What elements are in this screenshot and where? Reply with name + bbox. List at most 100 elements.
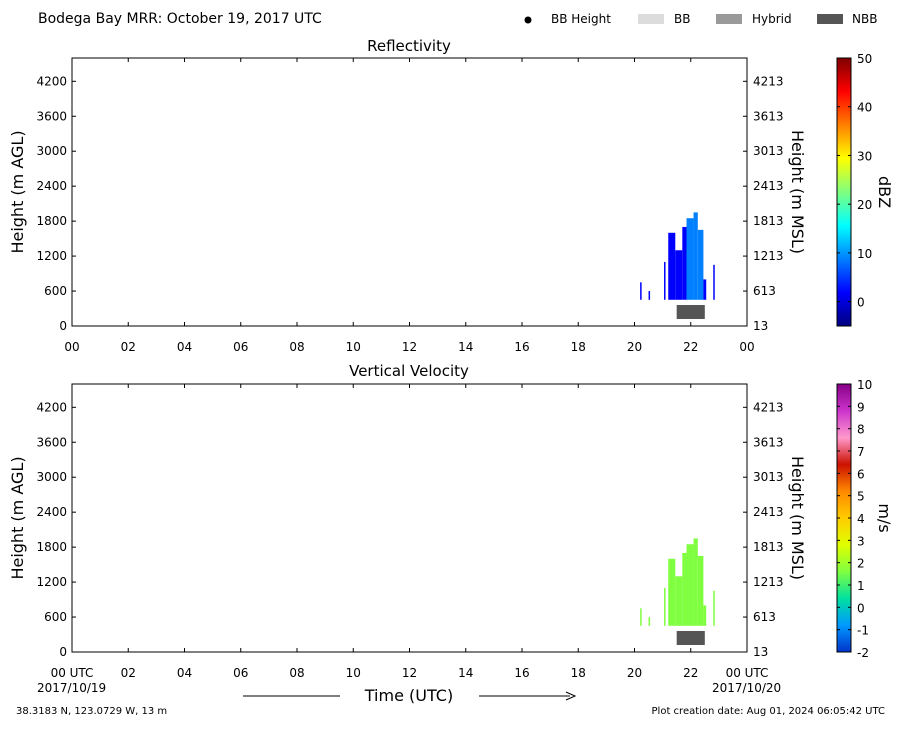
colorbar-tick-label: 3 [857,534,865,548]
colorbar-tick-label: 10 [857,378,872,392]
y2-tick-label: 2413 [753,179,784,193]
y2-tick-label: 613 [753,610,776,624]
colorbar-tick-label: -2 [857,646,869,660]
colorbar-tick-label: 2 [857,557,865,571]
y2-tick-label: 1213 [753,249,784,263]
y-tick-label: 1200 [36,575,67,589]
colorbar-tick-label: 10 [857,247,872,261]
y2-tick-label: 4213 [753,400,784,414]
y2-tick-label: 3613 [753,435,784,449]
echo-column [713,590,715,626]
colorbar-tick-label: 0 [857,601,865,615]
colorbar-tick-label: 30 [857,149,872,163]
nbb-legend-swatch [817,14,843,24]
x-tick-label: 16 [514,666,529,680]
x-tick-label: 08 [289,340,304,354]
x-tick-label: 16 [514,340,529,354]
vertical-velocity-y2label: Height (m MSL) [788,456,807,580]
x-tick-label: 20 [627,340,642,354]
vertical-velocity-echo-marks [640,538,715,626]
echo-column [693,212,698,300]
y2-tick-label: 1213 [753,575,784,589]
y2-tick-label: 1813 [753,540,784,554]
y2-tick-label: 613 [753,284,776,298]
echo-column [664,587,666,626]
colorbar-tick-label: 1 [857,579,865,593]
y2-tick-label: 2413 [753,505,784,519]
echo-column [703,279,707,300]
echo-column [675,576,683,626]
y2-tick-label: 3013 [753,144,784,158]
vertical-velocity-y-axis: 0 600 1200 1800 2400 3000 3600 4200 [36,400,76,659]
vertical-velocity-y2-axis: 13 613 1213 1813 2413 3013 3613 4213 [743,400,784,659]
y2-tick-label: 13 [753,645,768,659]
figure-title: Bodega Bay MRR: October 19, 2017 UTC [38,11,322,27]
echo-column [703,605,707,626]
reflectivity-echo-marks [640,212,715,300]
x-tick-label: 14 [458,666,473,680]
y-tick-label: 4200 [36,400,67,414]
time-axis-label: Time (UTC) [243,686,577,705]
y-tick-label: 3600 [36,435,67,449]
y2-tick-label: 1813 [753,214,784,228]
echo-column [686,218,694,300]
x-tick-label: 06 [233,666,248,680]
y-tick-label: 3000 [36,144,67,158]
echo-column [697,555,704,626]
x-tick-label: 12 [402,340,417,354]
reflectivity-ylabel: Height (m AGL) [8,130,27,253]
echo-column [668,558,676,626]
legend-label-bb: BB [674,12,690,26]
vertical-velocity-title: Vertical Velocity [349,362,469,380]
reflectivity-title: Reflectivity [367,37,451,55]
ms-colorbar-label: m/s [875,503,894,532]
colorbar-tick-label: 40 [857,101,872,115]
vertical-velocity-x-axis: 00 UTC 02 04 06 08 10 12 14 16 18 20 22 00 UTC [51,384,768,680]
hybrid-legend-swatch [716,14,742,24]
end-date: 2017/10/20 [712,681,781,695]
colorbar-tick-label: 7 [857,445,865,459]
reflectivity-bright-band-bars [676,305,705,319]
echo-column [693,538,698,626]
y-tick-label: 3600 [36,109,67,123]
vertical-velocity-bright-band-bars [676,631,705,645]
echo-column [697,229,704,300]
legend-label-hybrid: Hybrid [752,12,792,26]
y-tick-label: 1800 [36,540,67,554]
x-tick-label: 00 UTC [51,666,94,680]
reflectivity-panel: Reflectivity 00 02 04 06 08 10 12 14 16 18 20 22 00 … [8,37,894,354]
x-tick-label: 04 [177,340,192,354]
y-tick-label: 0 [59,645,67,659]
reflectivity-y2label: Height (m MSL) [788,130,807,254]
x-tick-label: 08 [289,666,304,680]
x-tick-label: 04 [177,666,192,680]
legend-label-bb-height: BB Height [551,12,611,26]
y-tick-label: 4200 [36,74,67,88]
echo-column [668,232,676,300]
dbz-colorbar-ticks: 0 10 20 30 40 50 [837,52,872,310]
y-tick-label: 2400 [36,505,67,519]
plot-creation-date: Plot creation date: Aug 01, 2024 06:05:4… [652,706,885,717]
colorbar-tick-label: 0 [857,296,865,310]
x-tick-label: 00 [64,340,79,354]
dbz-colorbar-label: dBZ [875,176,894,208]
bright-band-bar [676,631,705,645]
x-tick-label: 00 [739,340,754,354]
y-tick-label: 0 [59,319,67,333]
x-tick-label: 12 [402,666,417,680]
time-axis-title: Time (UTC) [364,686,453,705]
reflectivity-y2-axis: 13 613 1213 1813 2413 3013 3613 4213 [743,74,784,333]
reflectivity-x-axis: 00 02 04 06 08 10 12 14 16 18 20 22 00 [64,58,755,354]
y-tick-label: 1200 [36,249,67,263]
echo-column [682,226,687,300]
colorbar-tick-label: 6 [857,467,865,481]
y2-tick-label: 4213 [753,74,784,88]
station-location: 38.3183 N, 123.0729 W, 13 m [16,706,167,717]
x-tick-label: 18 [571,340,586,354]
vertical-velocity-plot-frame [71,383,748,653]
x-tick-label: 22 [683,666,698,680]
legend: BB Height BB Hybrid NBB [524,12,877,26]
vertical-velocity-ylabel: Height (m AGL) [8,456,27,579]
echo-column [640,282,642,300]
